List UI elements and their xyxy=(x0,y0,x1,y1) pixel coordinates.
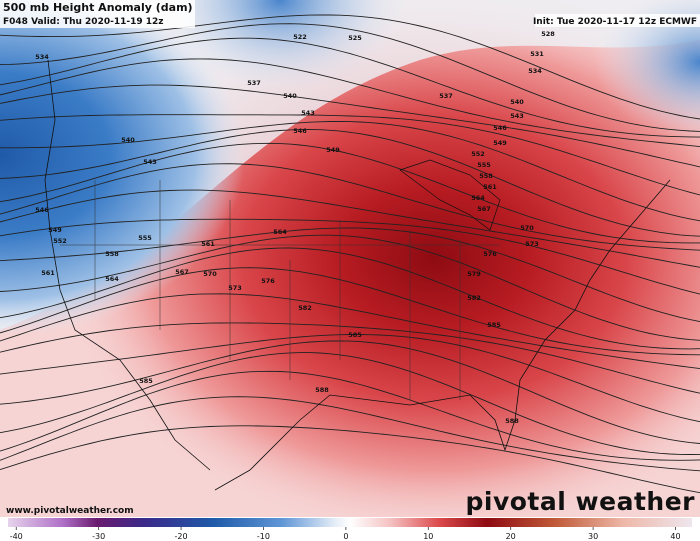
height-contours xyxy=(0,14,700,494)
contour-label: 564 xyxy=(471,194,485,202)
contour-line xyxy=(0,142,700,244)
contour-line xyxy=(0,334,700,423)
colorbar-tick-label: 10 xyxy=(423,532,433,541)
colorbar-tick-label: -40 xyxy=(10,532,23,541)
colorbar xyxy=(8,518,692,527)
contour-label: 567 xyxy=(175,268,189,276)
contour-label: 588 xyxy=(315,386,329,394)
valid-time: F048 Valid: Thu 2020-11-19 12z xyxy=(3,17,164,27)
contour-label: 549 xyxy=(48,226,62,234)
contour-label: 525 xyxy=(348,34,362,42)
colorbar-tick-label: -10 xyxy=(257,532,270,541)
contour-label: 543 xyxy=(301,109,315,117)
contour-label: 552 xyxy=(53,237,67,245)
contour-label: 582 xyxy=(467,294,481,302)
colorbar-tick-label: -30 xyxy=(92,532,105,541)
contour-line xyxy=(0,322,700,394)
contour-label: 522 xyxy=(293,33,307,41)
anomaly-negative xyxy=(0,0,700,517)
title: 500 mb Height Anomaly (dam) xyxy=(3,1,193,14)
contour-line xyxy=(0,227,700,323)
contour-line xyxy=(0,58,700,148)
contour-label: 561 xyxy=(483,183,497,191)
contour-label: 543 xyxy=(143,158,157,166)
contour-label: 558 xyxy=(479,172,493,180)
contour-line xyxy=(0,189,700,268)
contour-label: 567 xyxy=(477,205,491,213)
colorbar-tick-label: 40 xyxy=(670,532,680,541)
contour-label: 558 xyxy=(105,250,119,258)
contour-line xyxy=(0,114,700,196)
contour-line xyxy=(0,425,700,494)
contour-label: 552 xyxy=(471,150,485,158)
contour-label: 546 xyxy=(35,206,49,214)
init-time: Init: Tue 2020-11-17 12z ECMWF xyxy=(533,17,697,27)
contour-label: 561 xyxy=(41,269,55,277)
contour-label: 555 xyxy=(138,234,152,242)
contour-label: 570 xyxy=(520,224,534,232)
contour-label: 561 xyxy=(201,240,215,248)
contour-label: 534 xyxy=(35,53,49,61)
contour-label: 576 xyxy=(483,250,497,258)
contour-line xyxy=(0,234,700,341)
contour-label: 564 xyxy=(105,275,119,283)
colorbar-tick-label: 20 xyxy=(506,532,516,541)
contour-label: 582 xyxy=(298,304,312,312)
contour-label: 549 xyxy=(326,146,340,154)
contour-label: 549 xyxy=(493,139,507,147)
contour-label: 579 xyxy=(467,270,481,278)
contour-label: 573 xyxy=(228,284,242,292)
contour-label: 546 xyxy=(293,127,307,135)
contour-label: 540 xyxy=(121,136,135,144)
colorbar-tick-label: 0 xyxy=(343,532,348,541)
contour-labels: 522 525 528 531 534 534 537 537 540 540 543 543 540 5… xyxy=(35,30,555,425)
init-bg xyxy=(535,14,700,27)
contour-label: 585 xyxy=(139,377,153,385)
contour-label: 534 xyxy=(528,67,542,75)
contour-label: 585 xyxy=(487,321,501,329)
contour-label: 570 xyxy=(203,270,217,278)
contour-label: 576 xyxy=(261,277,275,285)
contour-label: 573 xyxy=(525,240,539,248)
contour-line xyxy=(0,14,700,120)
contour-line xyxy=(0,247,700,350)
colorbar-ticks: -40 -30 -20 -10 0 10 20 30 40 xyxy=(10,527,681,541)
contour-line xyxy=(0,352,700,455)
contour-line xyxy=(0,370,700,461)
contour-label: 540 xyxy=(283,92,297,100)
contour-label: 588 xyxy=(505,417,519,425)
contour-label: 543 xyxy=(510,112,524,120)
contour-line xyxy=(0,293,700,370)
url: www.pivotalweather.com xyxy=(6,506,134,516)
contour-line xyxy=(0,218,700,295)
contour-label: 564 xyxy=(273,228,287,236)
contour-line xyxy=(0,23,700,132)
colorbar-tick-label: -20 xyxy=(175,532,188,541)
contour-label: 531 xyxy=(530,50,544,58)
contour-line xyxy=(0,129,700,237)
contour-line xyxy=(0,163,700,251)
contour-label: 528 xyxy=(541,30,555,38)
contour-label: 585 xyxy=(348,331,362,339)
contour-line xyxy=(0,121,700,222)
colorbar-tick-label: 30 xyxy=(588,532,598,541)
coastlines xyxy=(44,59,671,491)
header-bg xyxy=(0,0,195,28)
contour-line xyxy=(0,267,700,356)
watermark: pivotal weather xyxy=(466,487,696,516)
contour-line xyxy=(0,37,700,138)
contour-label: 540 xyxy=(510,98,524,106)
contour-label: 555 xyxy=(477,161,491,169)
contour-label: 546 xyxy=(493,124,507,132)
contour-label: 537 xyxy=(247,79,261,87)
contour-line xyxy=(0,84,700,168)
contour-label: 537 xyxy=(439,92,453,100)
contour-line xyxy=(0,396,700,472)
contour-line xyxy=(0,340,700,444)
